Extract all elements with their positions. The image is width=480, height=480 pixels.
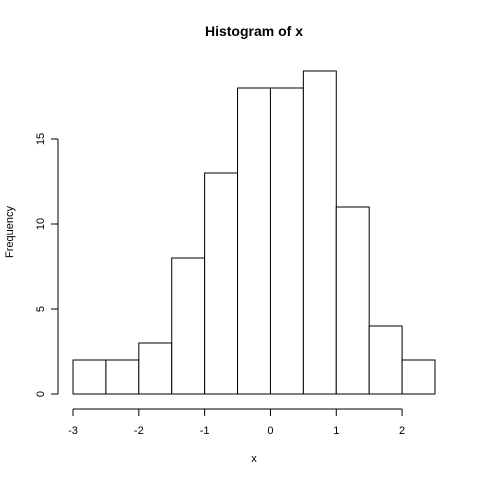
y-tick-label: 5 [35,306,47,312]
histogram-bar [204,172,239,395]
x-tick-label: -3 [68,425,78,437]
y-tick-label: 10 [35,218,47,230]
histogram-bar [302,70,337,395]
histogram-bar [269,87,304,395]
histogram-bar [138,342,173,395]
histogram-bar [72,359,107,395]
x-axis-title: x [251,453,257,465]
histogram-bar [105,359,140,395]
y-tick-label: 15 [35,133,47,145]
x-axis: -3 -2 -1 0 1 2 [68,408,405,437]
histogram-bar [335,206,370,395]
bars-group [72,70,436,395]
x-tick-label: -1 [200,425,210,437]
y-axis: 0 5 10 15 [35,133,59,397]
x-tick-label: -2 [134,425,144,437]
x-tick-label: 0 [267,425,273,437]
histogram-bar [237,87,271,395]
y-axis-title: Frequency [4,206,16,258]
y-tick-label: 0 [35,391,47,397]
x-tick-label: 2 [399,425,405,437]
chart-title: Histogram of x [205,23,303,39]
histogram-bar [171,257,206,395]
histogram-bar [368,325,403,395]
histogram-bar [401,359,436,395]
x-tick-label: 1 [333,425,339,437]
